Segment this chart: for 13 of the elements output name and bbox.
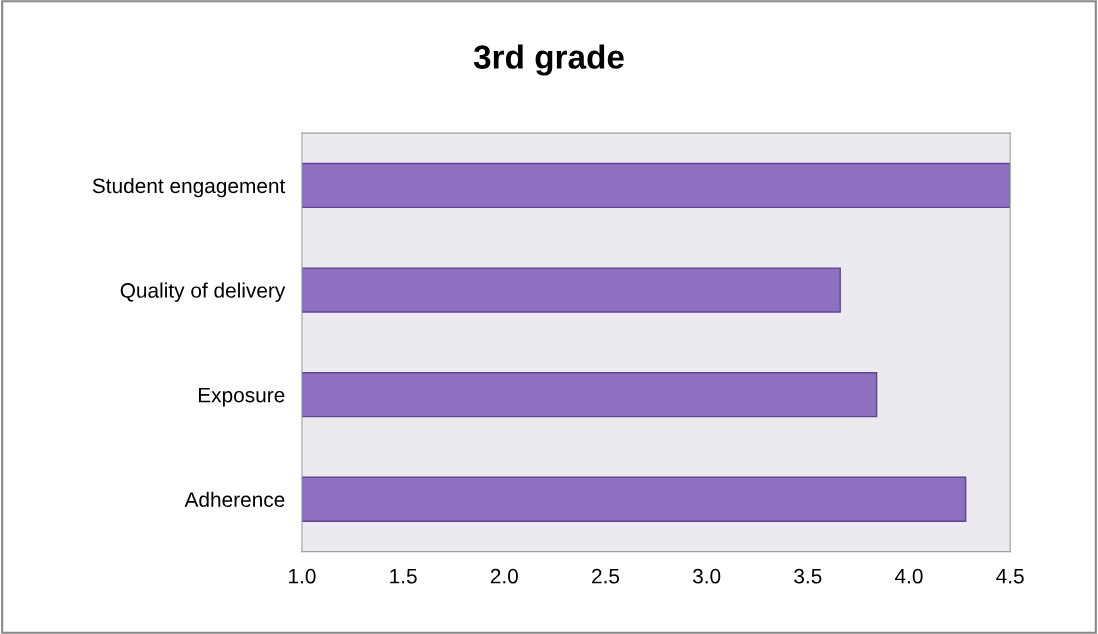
y-tick-label: Student engagement	[92, 177, 286, 198]
x-tick-label: 1.5	[390, 569, 417, 584]
x-tick-label: 3.0	[692, 568, 721, 584]
y-tick-label: Quality of delivery	[120, 282, 286, 302]
x-tick-label: 2.5	[592, 568, 620, 584]
x-tick-label: 2.0	[490, 568, 518, 584]
x-tick-label: 1.0	[289, 568, 316, 584]
chart-title: 3rd grade	[473, 44, 624, 76]
x-tick-label: 3.5	[794, 568, 822, 584]
x-tick-label: 4.5	[996, 569, 1024, 584]
y-tick-label: Adherence	[184, 491, 285, 508]
x-tick-label: 4.0	[894, 568, 923, 584]
y-tick-label: Exposure	[198, 387, 285, 407]
